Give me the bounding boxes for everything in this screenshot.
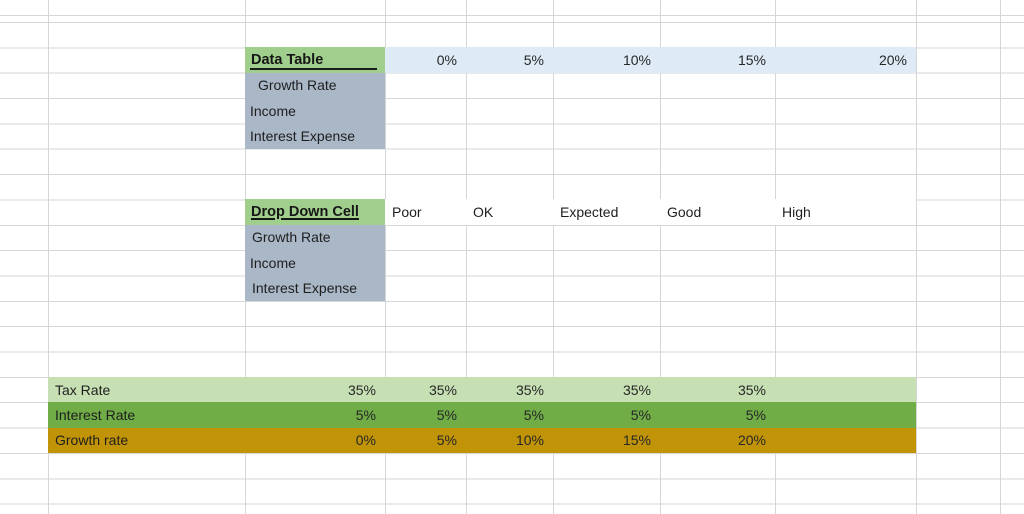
growth-rate-value-cell[interactable]: 10% (466, 427, 553, 453)
drop-down-col-header-cell[interactable]: OK (466, 199, 553, 225)
data-table-title: Data Table (251, 52, 324, 69)
col-header-value: 15% (737, 52, 766, 69)
cell-value: 35% (347, 381, 376, 398)
data-table-title-cell[interactable]: Data Table (245, 47, 385, 73)
interest-rate-empty-cell[interactable] (775, 402, 916, 428)
row-label: Growth Rate (258, 77, 337, 94)
growth-rate-value-cell[interactable]: 20% (660, 427, 775, 453)
col-header-value: Poor (392, 204, 422, 221)
cell-value: 35% (428, 381, 457, 398)
col-header-value: 20% (878, 52, 907, 69)
cell-value: 5% (436, 432, 457, 449)
data-table-row-label-cell[interactable]: Income (245, 98, 385, 124)
drop-down-col-header-cell[interactable]: Good (660, 199, 775, 225)
row-label: Interest Expense (252, 280, 358, 297)
row-label: Growth Rate (252, 229, 331, 246)
drop-down-row-label-cell[interactable]: Income (245, 250, 385, 276)
col-header-value: OK (473, 204, 494, 221)
interest-rate-value-cell[interactable]: 5% (660, 402, 775, 428)
tax-rate-value-cell[interactable]: 35% (385, 376, 466, 403)
cell-value: 15% (622, 432, 651, 449)
drop-down-cell-title: Drop Down Cell (251, 204, 359, 221)
cell-value: 5% (745, 406, 766, 423)
drop-down-row-label-cell[interactable]: Interest Expense (245, 275, 385, 301)
data-table-row-label-cell[interactable]: Growth Rate (245, 72, 385, 99)
growth-rate-value-cell[interactable]: 15% (553, 427, 660, 453)
drop-down-col-header-cell[interactable]: Expected (553, 199, 660, 225)
interest-rate-label-cell[interactable]: Interest Rate (48, 402, 245, 428)
col-header-value: Good (667, 204, 702, 221)
tax-rate-label-cell[interactable]: Tax Rate (48, 376, 245, 403)
col-header-value: High (782, 204, 811, 221)
row-label: Tax Rate (55, 381, 111, 398)
data-table-col-header-cell[interactable]: 0% (385, 47, 466, 73)
cell-value: 0% (355, 432, 376, 449)
cell-value: 35% (622, 381, 651, 398)
col-header-value: 5% (523, 52, 544, 69)
row-label: Interest Rate (55, 406, 136, 423)
cell-value: 5% (630, 406, 651, 423)
growth-rate-label-cell[interactable]: Growth rate (48, 427, 245, 453)
data-table-col-header-cell[interactable]: 10% (553, 47, 660, 73)
tax-rate-value-cell[interactable]: 35% (466, 376, 553, 403)
cell-value: 5% (436, 406, 457, 423)
cell-value: 10% (515, 432, 544, 449)
tax-rate-empty-cell[interactable] (775, 376, 916, 403)
data-table-col-header-cell[interactable]: 5% (466, 47, 553, 73)
interest-rate-value-cell[interactable]: 5% (466, 402, 553, 428)
col-header-value: 0% (436, 52, 457, 69)
tax-rate-value-cell[interactable]: 35% (245, 376, 385, 403)
drop-down-cell-title-cell[interactable]: Drop Down Cell (245, 199, 385, 225)
cell-value: 5% (355, 406, 376, 423)
cell-value: 20% (737, 432, 766, 449)
drop-down-col-header-cell[interactable]: Poor (385, 199, 466, 225)
interest-rate-value-cell[interactable]: 5% (553, 402, 660, 428)
row-label: Income (250, 102, 296, 119)
data-table-col-header-cell[interactable]: 20% (775, 47, 916, 73)
data-table-col-header-cell[interactable]: 15% (660, 47, 775, 73)
row-label: Income (250, 254, 296, 271)
interest-rate-value-cell[interactable]: 5% (385, 402, 466, 428)
tax-rate-value-cell[interactable]: 35% (660, 376, 775, 403)
cell-value: 5% (523, 406, 544, 423)
row-label: Growth rate (55, 432, 129, 449)
cell-value: 35% (737, 381, 766, 398)
col-header-value: 10% (622, 52, 651, 69)
tax-rate-value-cell[interactable]: 35% (553, 376, 660, 403)
title-underline (250, 68, 377, 70)
cell-value: 35% (515, 381, 544, 398)
col-header-value: Expected (560, 204, 619, 221)
drop-down-col-header-cell[interactable]: High (775, 199, 916, 225)
growth-rate-empty-cell[interactable] (775, 427, 916, 453)
row-label: Interest Expense (250, 128, 356, 145)
data-table-row-label-cell[interactable]: Interest Expense (245, 123, 385, 149)
interest-rate-value-cell[interactable]: 5% (245, 402, 385, 428)
growth-rate-value-cell[interactable]: 0% (245, 427, 385, 453)
drop-down-row-label-cell[interactable]: Growth Rate (245, 224, 385, 251)
growth-rate-value-cell[interactable]: 5% (385, 427, 466, 453)
